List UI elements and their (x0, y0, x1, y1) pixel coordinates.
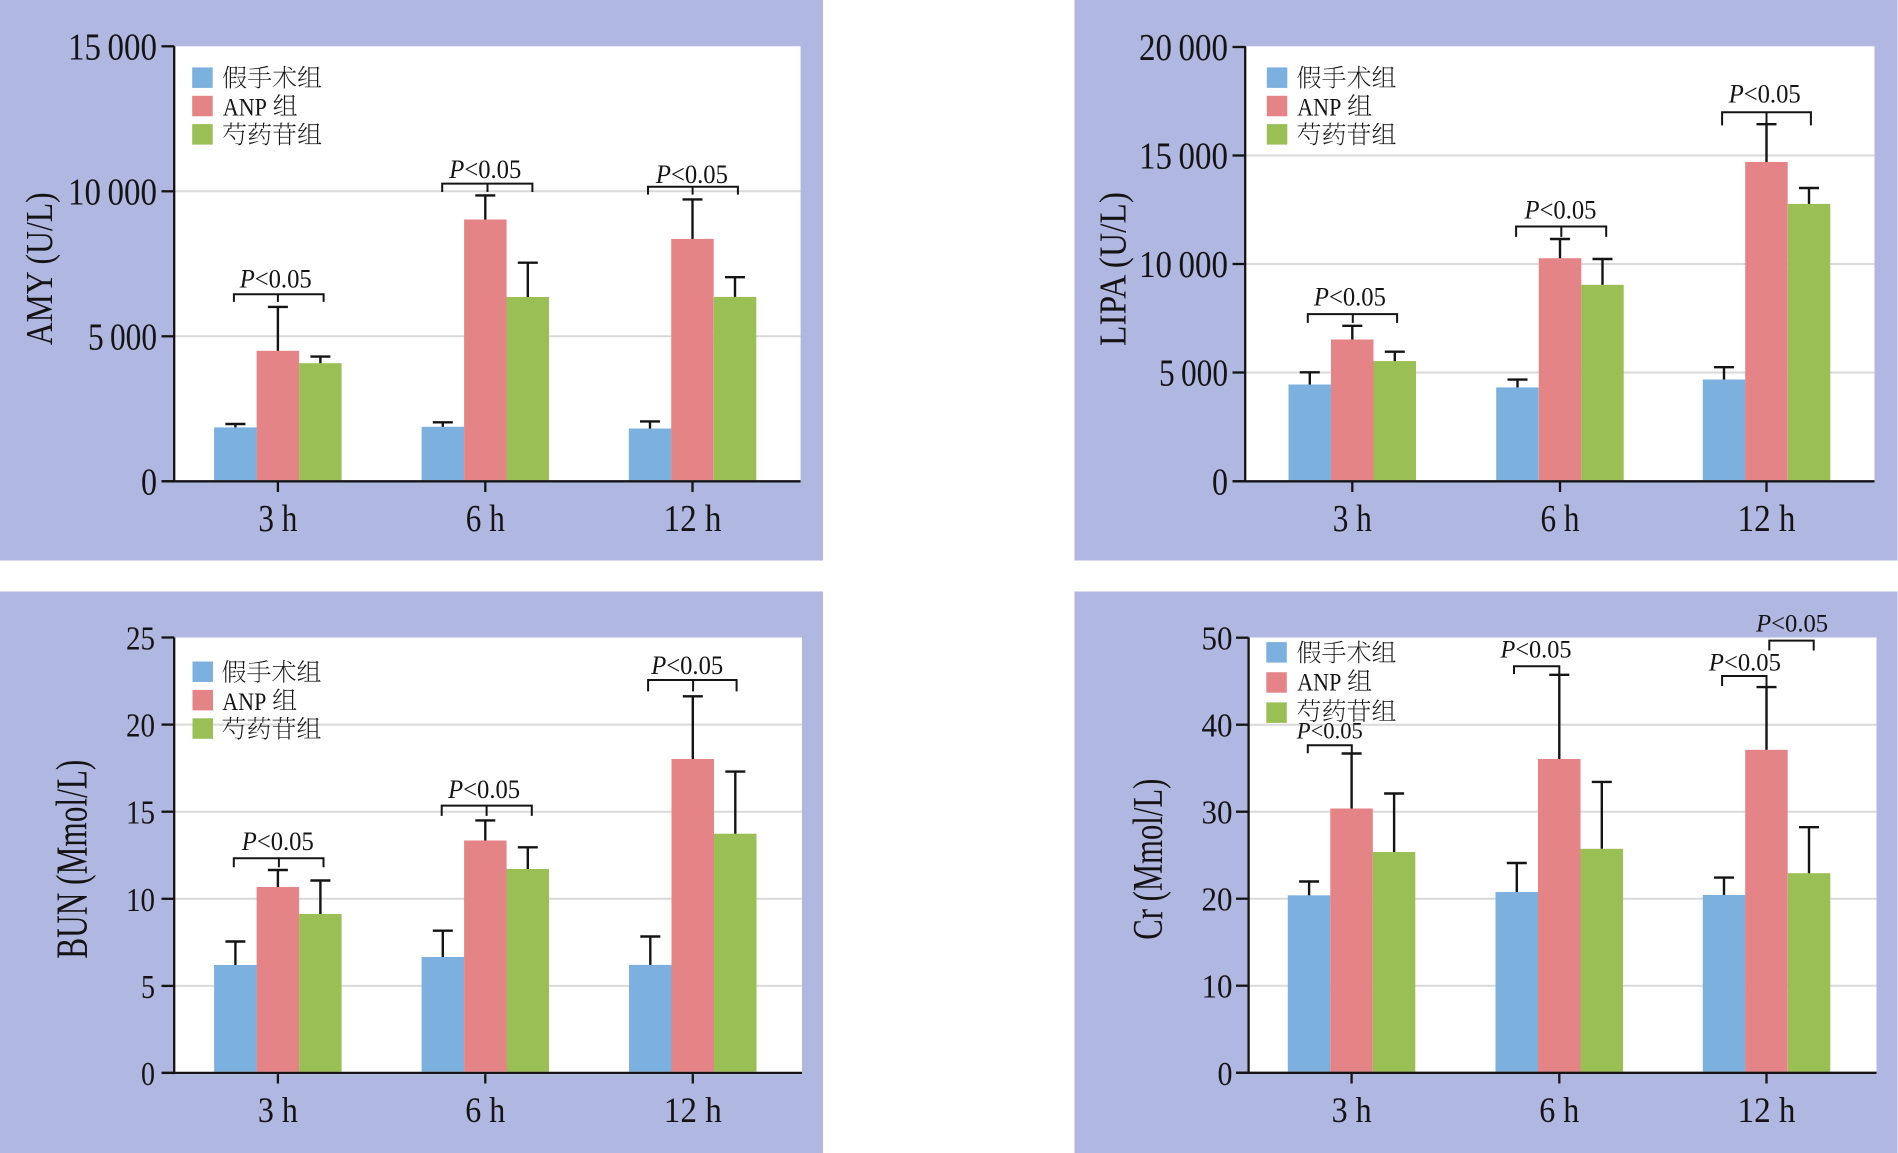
svg-text:P<0.05: P<0.05 (241, 827, 314, 856)
svg-text:ANP: ANP (1297, 94, 1341, 121)
svg-text:25: 25 (126, 621, 155, 658)
svg-text:0: 0 (1218, 1056, 1233, 1093)
svg-text:10: 10 (126, 882, 155, 919)
svg-text:0: 0 (141, 461, 157, 503)
svg-text:5 000: 5 000 (88, 316, 157, 358)
svg-text:P<0.05: P<0.05 (448, 155, 521, 184)
svg-text:P<0.05: P<0.05 (1728, 79, 1801, 108)
svg-text:P<0.05: P<0.05 (1524, 196, 1597, 225)
svg-text:15 000: 15 000 (68, 26, 157, 68)
svg-text:P<0.05: P<0.05 (1755, 611, 1828, 638)
svg-text:Cr (Mmol/L): Cr (Mmol/L) (1126, 779, 1172, 940)
svg-text:5: 5 (141, 969, 155, 1006)
svg-text:P<0.05: P<0.05 (1313, 283, 1386, 312)
svg-text:AMY (U/L): AMY (U/L) (19, 192, 61, 345)
svg-text:12 h: 12 h (1738, 498, 1796, 540)
svg-text:BUN (Mmol/L): BUN (Mmol/L) (48, 760, 97, 959)
svg-text:12 h: 12 h (664, 1090, 722, 1130)
svg-text:6 h: 6 h (466, 498, 505, 540)
svg-text:5 000: 5 000 (1159, 353, 1228, 395)
svg-text:ANP: ANP (222, 689, 266, 716)
svg-text:20: 20 (126, 708, 155, 745)
svg-text:P<0.05: P<0.05 (1708, 650, 1781, 677)
svg-text:10: 10 (1202, 969, 1233, 1006)
svg-text:P<0.05: P<0.05 (650, 651, 723, 680)
svg-text:P<0.05: P<0.05 (1296, 718, 1363, 743)
svg-text:6 h: 6 h (1541, 498, 1580, 540)
svg-text:P<0.05: P<0.05 (239, 265, 312, 294)
svg-text:0: 0 (141, 1056, 155, 1093)
svg-text:10 000: 10 000 (68, 171, 157, 213)
svg-text:LIPA (U/L): LIPA (U/L) (1093, 192, 1135, 346)
svg-text:12 h: 12 h (1738, 1090, 1796, 1130)
svg-text:3 h: 3 h (258, 498, 297, 540)
svg-text:40: 40 (1202, 708, 1233, 745)
svg-text:3 h: 3 h (1333, 498, 1372, 540)
svg-text:0: 0 (1212, 461, 1228, 503)
svg-text:20 000: 20 000 (1139, 27, 1228, 69)
svg-text:6 h: 6 h (465, 1090, 505, 1130)
svg-text:ANP: ANP (1297, 670, 1341, 697)
svg-text:P<0.05: P<0.05 (447, 775, 520, 804)
svg-text:15: 15 (126, 795, 155, 832)
svg-text:20: 20 (1202, 882, 1233, 919)
svg-text:3 h: 3 h (1332, 1090, 1372, 1130)
svg-text:10 000: 10 000 (1139, 244, 1228, 286)
svg-text:P<0.05: P<0.05 (1500, 637, 1572, 664)
svg-text:30: 30 (1202, 795, 1233, 832)
svg-text:6 h: 6 h (1539, 1090, 1579, 1130)
svg-text:50: 50 (1202, 621, 1233, 658)
svg-text:ANP: ANP (223, 94, 267, 121)
svg-text:15 000: 15 000 (1139, 136, 1228, 178)
svg-text:P<0.05: P<0.05 (655, 160, 728, 189)
svg-text:12 h: 12 h (664, 498, 722, 540)
svg-text:3 h: 3 h (258, 1090, 298, 1130)
